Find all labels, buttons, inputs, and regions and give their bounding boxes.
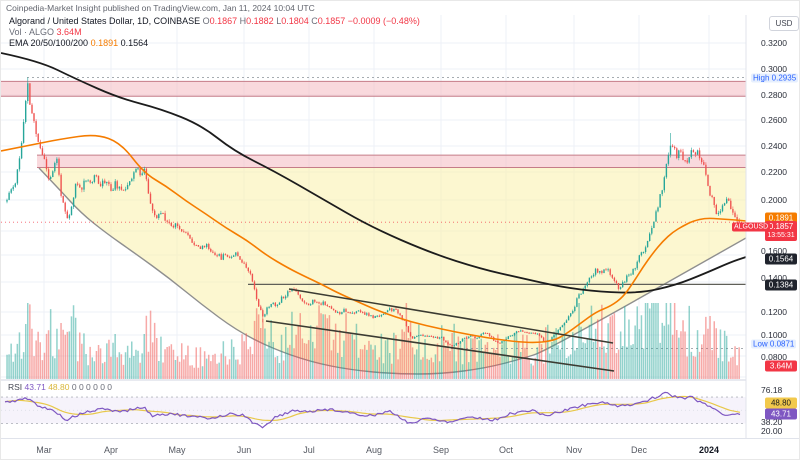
price-axis-badge: 0.1564 bbox=[765, 253, 797, 265]
ema-slow-value: 0.1564 bbox=[120, 38, 149, 48]
price-axis-badge: 3.64M bbox=[765, 360, 797, 372]
time-axis-label[interactable]: Aug bbox=[365, 445, 383, 455]
ohlc-key: O bbox=[202, 16, 210, 26]
price-tick-label: 0.3200 bbox=[761, 38, 787, 48]
time-axis-label[interactable]: Nov bbox=[565, 445, 583, 455]
volume-legend[interactable]: Vol · ALGO 3.64M bbox=[9, 27, 82, 37]
countdown-timer: 13:55:31 bbox=[767, 232, 795, 239]
price-tick-label: 0.1000 bbox=[761, 330, 787, 340]
time-axis-label[interactable]: Dec bbox=[630, 445, 648, 455]
ohlc-key: H bbox=[239, 16, 247, 26]
rsi-label: RSI bbox=[8, 382, 23, 392]
ohlc-key: L bbox=[276, 16, 282, 26]
ohlc-value: 0.1867 bbox=[209, 16, 240, 26]
time-axis[interactable]: Mar Apr May Jun Jul Aug Sep Oct Nov Dec 2024 bbox=[1, 438, 799, 459]
time-axis-label[interactable]: Oct bbox=[498, 445, 514, 455]
rsi-ma-value: 48.80 bbox=[48, 382, 70, 392]
price-tick-label: 0.2800 bbox=[761, 90, 787, 100]
time-axis-label[interactable]: Jun bbox=[236, 445, 252, 455]
time-axis-label[interactable]: Apr bbox=[103, 445, 119, 455]
price-tick-label: 0.0800 bbox=[761, 352, 787, 362]
resistance-zone bbox=[1, 81, 746, 97]
time-axis-label[interactable]: 2024 bbox=[698, 445, 720, 455]
low-price-label: Low 0.0871 bbox=[751, 339, 797, 349]
price-tick-label: 0.2600 bbox=[761, 115, 787, 125]
ema-label: EMA 20/50/100/200 bbox=[9, 38, 89, 48]
ohlc-key: C bbox=[311, 16, 318, 26]
volume-bars-up bbox=[6, 303, 728, 379]
ohlc-value: 0.1857 bbox=[317, 16, 348, 26]
ohlc-values: O0.1867 H0.1882 L0.1804 C0.1857 bbox=[203, 16, 348, 26]
high-price-label: High 0.2935 bbox=[751, 73, 799, 83]
symbol-title: Algorand / United States Dollar, 1D, COI… bbox=[9, 16, 201, 26]
price-tick-label: 0.2000 bbox=[761, 195, 787, 205]
rsi-axis-badge: 43.71 bbox=[765, 408, 797, 420]
symbol-price-tag: ALGOUSD bbox=[732, 222, 771, 232]
change-value: −0.0009 (−0.48%) bbox=[347, 16, 420, 26]
ema-200-line bbox=[1, 52, 746, 294]
rsi-tick-label: 38.20 bbox=[761, 417, 783, 427]
ema-fast-value: 0.1891 bbox=[90, 38, 119, 48]
publish-info: Coinpedia-Market Insight published on Tr… bbox=[6, 3, 315, 13]
wedge-trendline bbox=[265, 320, 615, 372]
rsi-axis-badge: 48.80 bbox=[765, 397, 797, 409]
time-axis-label[interactable]: Sep bbox=[432, 445, 450, 455]
price-axis[interactable]: 0.3200 0.3000 0.2800 0.2600 0.2400 0.2200 0.20… bbox=[747, 1, 799, 438]
rsi-extra-values: 0 0 0 0 0 0 bbox=[71, 382, 113, 392]
rsi-line bbox=[4, 391, 741, 429]
ohlc-value: 0.1882 bbox=[246, 16, 277, 26]
price-tick-label: 0.2400 bbox=[761, 141, 787, 151]
rsi-value: 43.71 bbox=[24, 382, 46, 392]
price-axis-badge: 0.1891 bbox=[765, 212, 797, 224]
price-tick-label: 0.1200 bbox=[761, 307, 787, 317]
rsi-pane-background bbox=[1, 380, 746, 438]
symbol-legend[interactable]: Algorand / United States Dollar, 1D, COI… bbox=[9, 16, 420, 26]
rsi-legend[interactable]: RSI 43.71 48.80 0 0 0 0 0 0 bbox=[8, 382, 112, 392]
time-axis-label[interactable]: Jul bbox=[303, 445, 315, 455]
volume-label: Vol · ALGO bbox=[9, 27, 55, 37]
price-tick-label: 0.3000 bbox=[761, 64, 787, 74]
rsi-tick-label: 76.18 bbox=[761, 385, 783, 395]
price-tick-label: 0.1400 bbox=[761, 273, 787, 283]
rsi-ma-line bbox=[4, 395, 741, 422]
ema-legend[interactable]: EMA 20/50/100/200 0.1891 0.1564 bbox=[9, 38, 148, 48]
resistance-zone bbox=[37, 155, 746, 168]
time-axis-label[interactable]: May bbox=[168, 445, 186, 455]
price-tick-label: 0.2200 bbox=[761, 167, 787, 177]
last-price-badge: 0.1857 13:55:31 bbox=[765, 221, 797, 241]
ema-20-line bbox=[1, 134, 746, 344]
volume-value: 3.64M bbox=[56, 27, 82, 37]
cup-pattern-area bbox=[39, 168, 746, 374]
price-tick-label: 0.1600 bbox=[761, 246, 787, 256]
price-axis-badge: 0.1384 bbox=[765, 279, 797, 291]
rsi-tick-label: 20.00 bbox=[761, 426, 783, 436]
time-axis-label[interactable]: Mar bbox=[36, 445, 52, 455]
currency-toggle-button[interactable]: USD bbox=[769, 16, 799, 31]
wedge-trendline bbox=[288, 288, 614, 344]
ohlc-value: 0.1804 bbox=[281, 16, 312, 26]
